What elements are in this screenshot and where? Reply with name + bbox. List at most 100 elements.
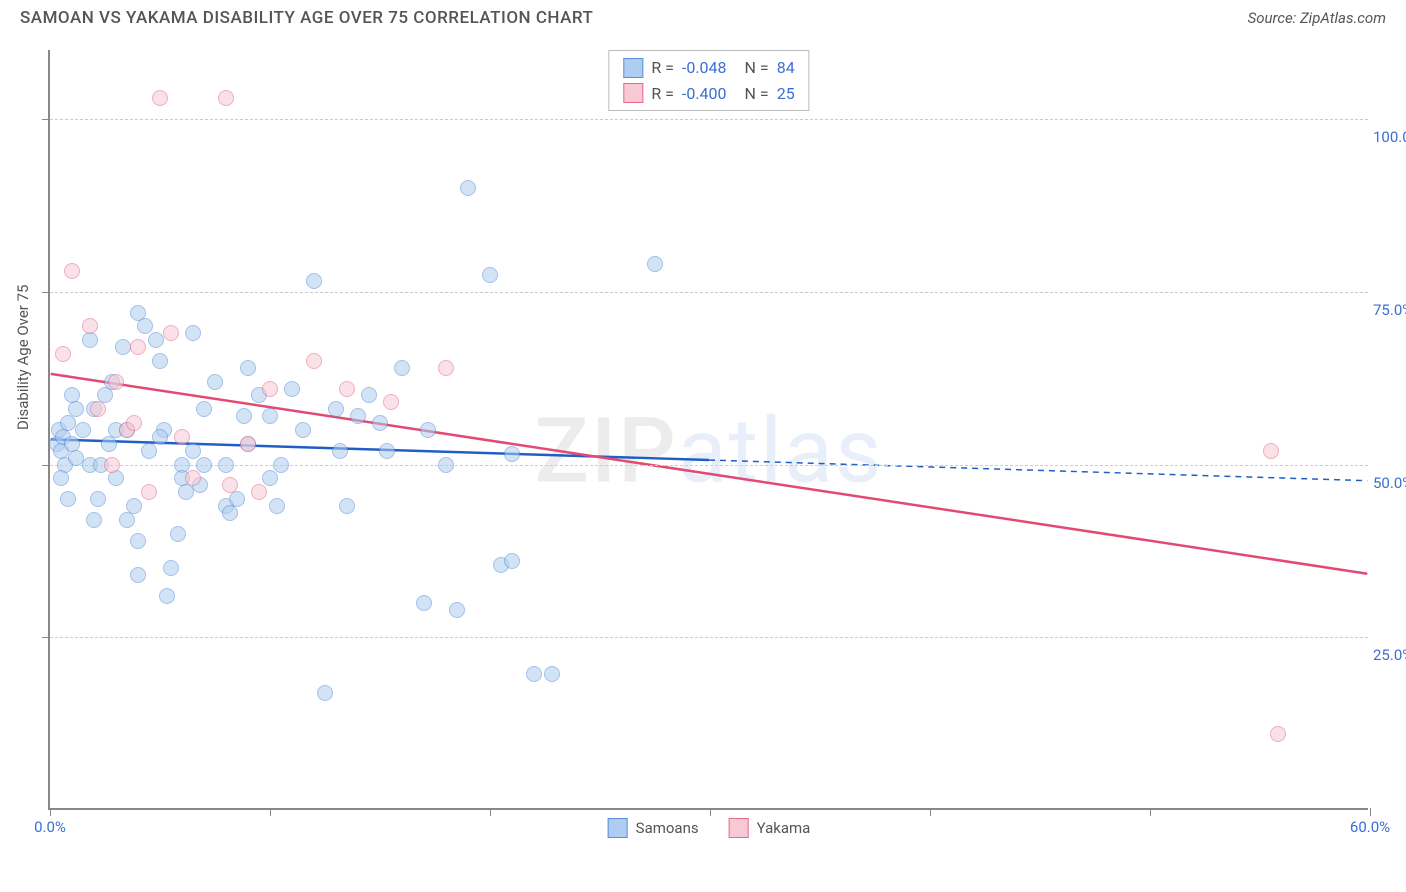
data-point — [130, 567, 146, 583]
data-point — [332, 443, 348, 459]
x-tick — [1370, 808, 1371, 816]
data-point — [438, 457, 454, 473]
legend-r-value: -0.048 — [682, 55, 727, 81]
data-point — [449, 602, 465, 618]
data-point — [104, 457, 120, 473]
data-point — [86, 512, 102, 528]
legend-n-label: N = — [745, 81, 769, 107]
data-point — [379, 443, 395, 459]
scatter-chart: ZIPatlas R = -0.048N = 84R = -0.400N = 2… — [48, 50, 1368, 810]
legend-n-label: N = — [745, 55, 769, 81]
legend-n-value: 25 — [777, 81, 795, 107]
y-tick — [42, 465, 50, 466]
data-point — [284, 381, 300, 397]
data-point — [82, 318, 98, 334]
data-point — [306, 273, 322, 289]
grid-line — [50, 465, 1368, 466]
data-point — [163, 560, 179, 576]
data-point — [82, 332, 98, 348]
correlation-legend: R = -0.048N = 84R = -0.400N = 25 — [608, 50, 809, 111]
data-point — [269, 498, 285, 514]
data-point — [108, 374, 124, 390]
data-point — [60, 491, 76, 507]
data-point — [1270, 726, 1286, 742]
data-point — [262, 381, 278, 397]
data-point — [339, 498, 355, 514]
data-point — [196, 457, 212, 473]
data-point — [394, 360, 410, 376]
data-point — [526, 666, 542, 682]
data-point — [55, 346, 71, 362]
x-tick — [710, 808, 711, 816]
data-point — [240, 360, 256, 376]
x-tick — [50, 808, 51, 816]
data-point — [361, 387, 377, 403]
data-point — [229, 491, 245, 507]
x-tick — [490, 808, 491, 816]
y-tick-label: 25.0% — [1373, 646, 1406, 664]
data-point — [251, 484, 267, 500]
data-point — [222, 477, 238, 493]
data-point — [420, 422, 436, 438]
legend-r-label: R = — [651, 55, 674, 81]
x-tick — [270, 808, 271, 816]
data-point — [383, 394, 399, 410]
x-tick — [930, 808, 931, 816]
watermark: ZIPatlas — [535, 398, 884, 503]
grid-line — [50, 119, 1368, 120]
y-tick-label: 75.0% — [1373, 301, 1406, 319]
data-point — [148, 332, 164, 348]
data-point — [68, 401, 84, 417]
legend-swatch — [623, 58, 643, 78]
data-point — [339, 381, 355, 397]
data-point — [60, 415, 76, 431]
data-point — [174, 429, 190, 445]
data-point — [141, 484, 157, 500]
data-point — [207, 374, 223, 390]
data-point — [240, 436, 256, 452]
data-point — [126, 498, 142, 514]
legend-r-label: R = — [651, 81, 674, 107]
legend-swatch — [608, 818, 628, 838]
data-point — [152, 353, 168, 369]
data-point — [504, 553, 520, 569]
chart-title: SAMOAN VS YAKAMA DISABILITY AGE OVER 75 … — [20, 8, 593, 28]
data-point — [185, 470, 201, 486]
data-point — [119, 512, 135, 528]
legend-label: Samoans — [636, 819, 699, 837]
data-point — [185, 325, 201, 341]
data-point — [544, 666, 560, 682]
data-point — [647, 256, 663, 272]
data-point — [115, 339, 131, 355]
y-axis-title: Disability Age Over 75 — [14, 285, 32, 430]
data-point — [236, 408, 252, 424]
legend-item: Yakama — [729, 818, 811, 838]
data-point — [218, 457, 234, 473]
data-point — [53, 470, 69, 486]
legend-label: Yakama — [757, 819, 811, 837]
series-legend: Samoans Yakama — [608, 818, 811, 838]
grid-line — [50, 637, 1368, 638]
legend-swatch — [623, 83, 643, 103]
data-point — [317, 685, 333, 701]
chart-header: SAMOAN VS YAKAMA DISABILITY AGE OVER 75 … — [0, 0, 1406, 32]
data-point — [90, 401, 106, 417]
data-point — [273, 457, 289, 473]
data-point — [196, 401, 212, 417]
data-point — [416, 595, 432, 611]
watermark-atlas: atlas — [678, 398, 884, 503]
legend-row: R = -0.048N = 84 — [623, 55, 794, 81]
data-point — [64, 263, 80, 279]
trend-lines — [50, 50, 1368, 808]
watermark-zip: ZIP — [535, 398, 678, 503]
data-point — [350, 408, 366, 424]
y-tick-label: 100.0% — [1373, 128, 1406, 146]
data-point — [438, 360, 454, 376]
data-point — [90, 491, 106, 507]
data-point — [152, 429, 168, 445]
data-point — [262, 470, 278, 486]
data-point — [152, 90, 168, 106]
grid-line — [50, 292, 1368, 293]
data-point — [1263, 443, 1279, 459]
data-point — [504, 446, 520, 462]
